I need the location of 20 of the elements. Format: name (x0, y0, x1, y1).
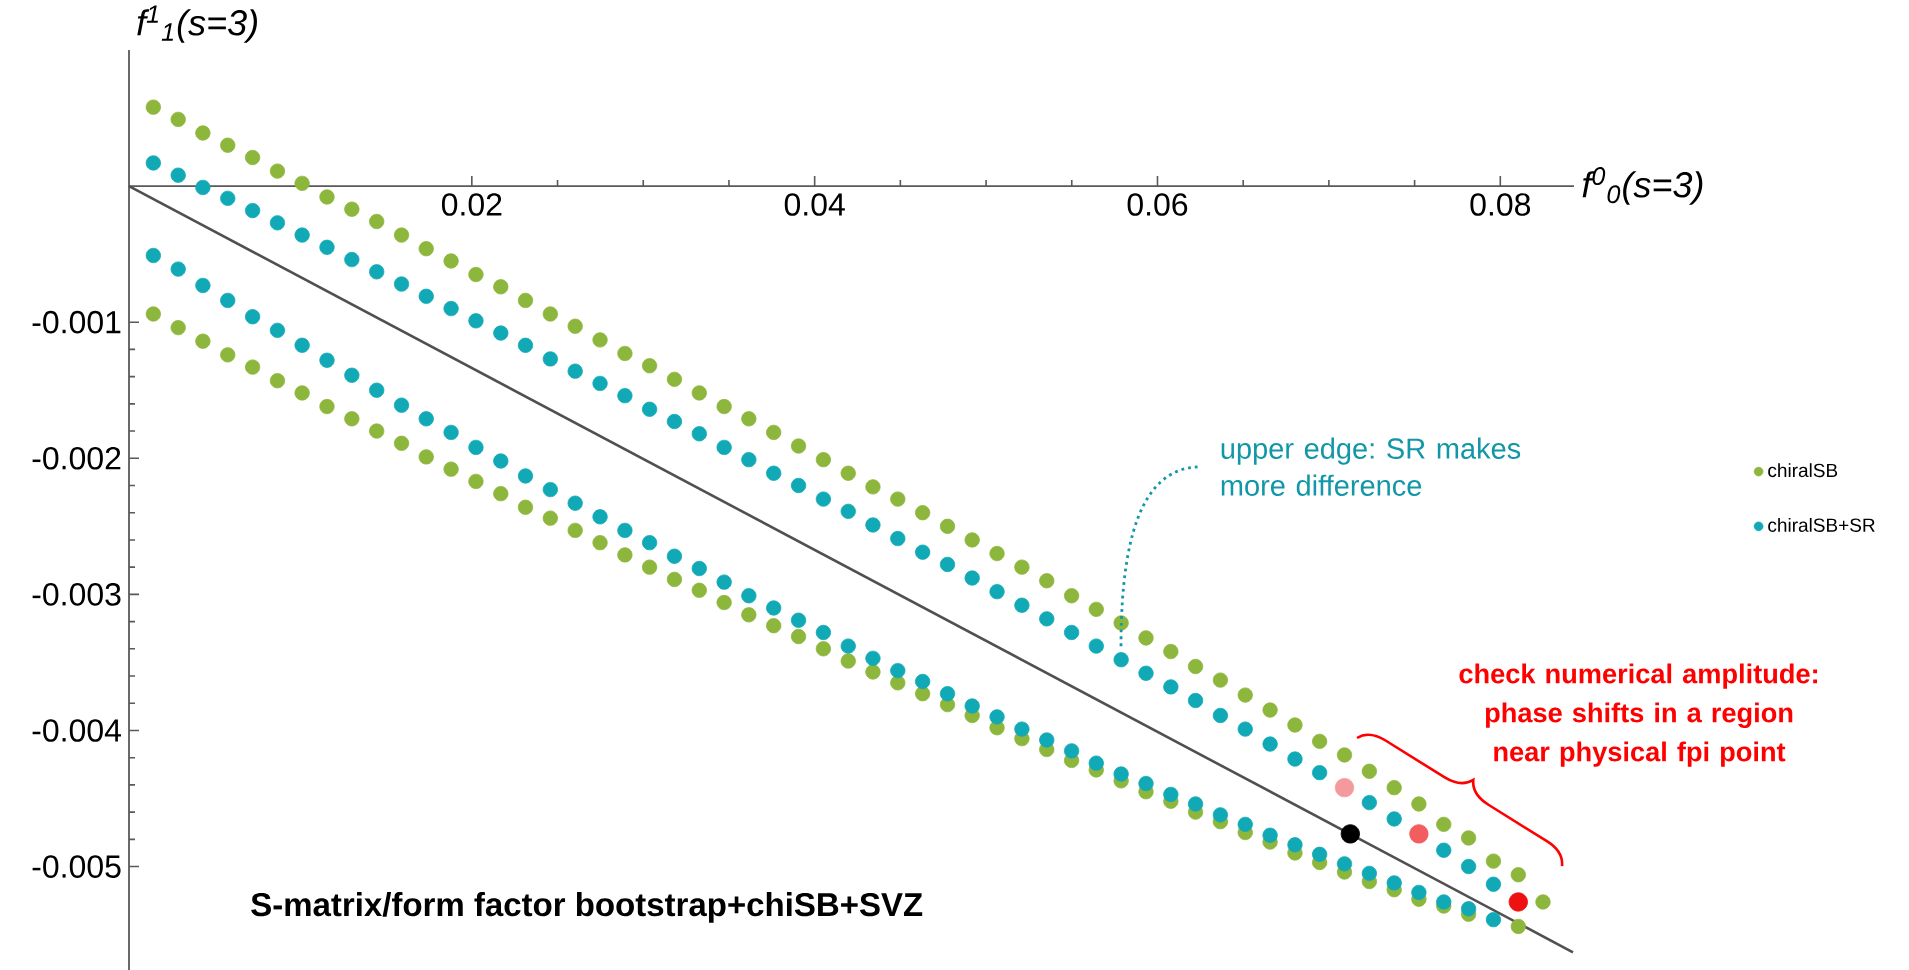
point (1409, 824, 1429, 844)
x-tick-label: 0.04 (784, 193, 845, 216)
x-axis-title: f$^{0}$$_{0}$(s=3) (1582, 167, 1703, 205)
point (1334, 778, 1355, 798)
annotation: check numerical amplitude: phase shifts in a region near physical fpi point (1459, 663, 1818, 767)
y-tick-label: -0.003 (32, 583, 121, 606)
x-tick-label: 0.08 (1470, 193, 1531, 216)
x-tick-label: 0.06 (1127, 193, 1188, 216)
annotation: upper edge: SR makes more difference (1221, 437, 1521, 496)
point (1340, 824, 1360, 844)
y-tick-label: -0.001 (32, 310, 121, 334)
y-tick-label: -0.005 (32, 855, 121, 878)
legend-label: chiralSB (1768, 463, 1838, 478)
annotation: S-matrix/form factor bootstrap+chiSB+SVZ (251, 892, 923, 923)
y-tick-label: -0.004 (32, 719, 121, 742)
y-tick-label: -0.002 (32, 446, 121, 470)
x-tick-label: 0.02 (441, 193, 502, 216)
point (1508, 892, 1528, 912)
legend-label: chiralSB+SR (1768, 517, 1875, 532)
y-axis-title: f$^{1}$$_{1}$(s=3) (137, 5, 257, 43)
